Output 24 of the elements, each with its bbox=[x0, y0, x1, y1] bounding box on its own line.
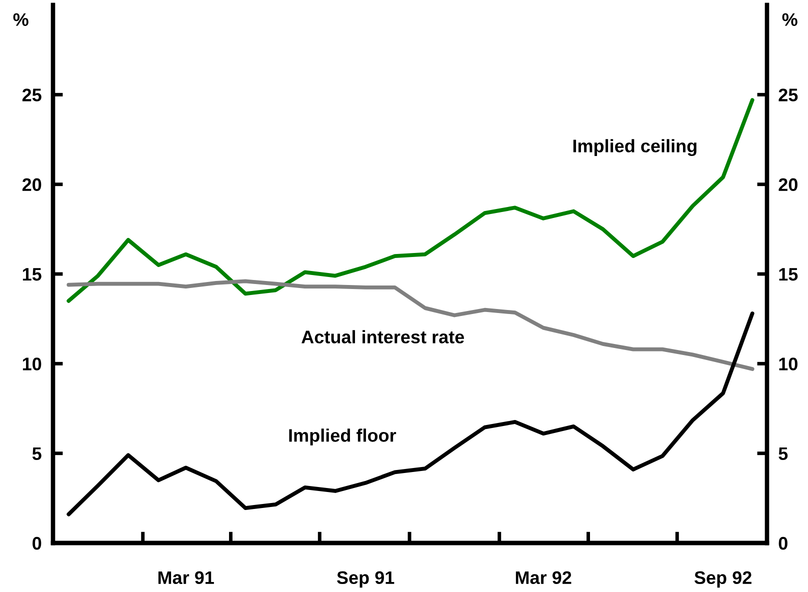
y-tick-label: 5 bbox=[32, 447, 42, 460]
y2-tick-label: 15 bbox=[779, 268, 798, 281]
y-tick-label: 0 bbox=[32, 536, 42, 550]
y2-axis-title: % bbox=[782, 13, 798, 26]
line-series bbox=[66, 279, 754, 371]
y-tick-label: 10 bbox=[22, 358, 42, 370]
annotation: Implied floor bbox=[289, 428, 396, 446]
y2-tick-label: 20 bbox=[778, 178, 798, 192]
annotation: Actual interest rate bbox=[302, 330, 464, 344]
annotation: Implied ceiling bbox=[573, 139, 696, 156]
y-axis-title: % bbox=[13, 13, 28, 26]
x-tick-label: Sep 91 bbox=[336, 571, 394, 588]
y2-tick-label: 0 bbox=[778, 536, 788, 550]
line-series bbox=[66, 98, 754, 303]
y2-tick-label: 25 bbox=[778, 88, 798, 102]
x-tick-label: Mar 91 bbox=[158, 571, 214, 584]
y-tick-label: 25 bbox=[22, 88, 42, 102]
y-tick-label: 15 bbox=[22, 268, 42, 281]
y2-tick-label: 5 bbox=[778, 447, 788, 460]
line-series bbox=[66, 312, 754, 516]
x-tick-label: Sep 92 bbox=[694, 571, 752, 588]
y-tick-label: 20 bbox=[22, 178, 42, 192]
y2-tick-label: 10 bbox=[779, 358, 798, 370]
x-tick-label: Mar 92 bbox=[516, 571, 572, 584]
